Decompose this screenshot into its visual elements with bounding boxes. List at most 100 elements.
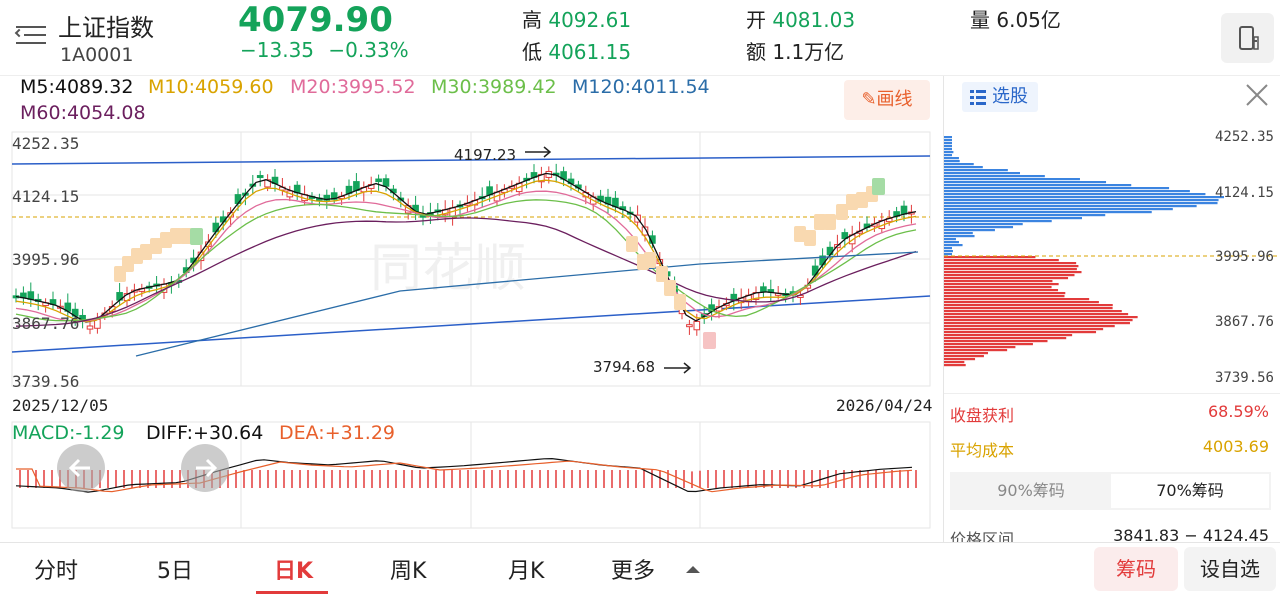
tab-weekly-k[interactable]: 周K: [390, 559, 427, 584]
chip-bar: [944, 364, 966, 367]
seq-badge-18: [824, 214, 836, 230]
chip-bar: [944, 334, 1073, 337]
profit-row: 收盘获利 68.59%: [950, 402, 1275, 426]
price-axis-2: 4124.15: [12, 187, 80, 206]
close-panel-button[interactable]: [1244, 82, 1270, 108]
kline-chart: 同花顺: [11, 131, 931, 529]
chip-axis-1: 4252.35: [1214, 129, 1274, 145]
seq-badge-9: [190, 228, 203, 245]
chip-bar: [944, 343, 1033, 346]
tab-intraday[interactable]: 分时: [34, 559, 79, 584]
scroll-right-button[interactable]: [181, 444, 229, 492]
ma120-label: M120:4011.54: [572, 76, 710, 98]
chip-bar: [944, 259, 1059, 262]
seq-badge-9c: [703, 332, 716, 349]
chip-bar: [944, 349, 1008, 352]
high-label: 高: [522, 8, 542, 32]
chip-bar: [944, 268, 1077, 271]
chip-bar: [944, 262, 1077, 265]
high-stat: 高 4092.61: [522, 4, 631, 33]
chips-button[interactable]: 筹码: [1094, 547, 1178, 591]
caret-up-icon[interactable]: [684, 563, 702, 575]
chip-bar: [944, 256, 1036, 259]
tab-daily-k[interactable]: 日K: [274, 559, 314, 584]
chip70-tab[interactable]: 70%筹码: [1111, 474, 1269, 508]
chip-bar: [944, 313, 1129, 316]
tab-monthly-k[interactable]: 月K: [508, 559, 545, 584]
arrow-right-icon: [196, 458, 218, 478]
chip-bar: [944, 328, 1104, 331]
chip-bar: [944, 244, 963, 247]
seq-badge-16: [804, 230, 816, 246]
chip-bar: [944, 142, 952, 145]
chip-bar: [944, 136, 952, 139]
draw-line-button[interactable]: ✎画线: [844, 80, 930, 120]
chip-bar: [944, 226, 1014, 229]
price-range-value: 3841.83 − 4124.45: [1113, 526, 1269, 542]
change-percent: −0.33%: [328, 38, 409, 62]
chip-bar: [944, 304, 1113, 307]
select-stock-button[interactable]: 选股: [962, 82, 1038, 112]
seq-badge-19: [836, 204, 848, 220]
chip-bar: [944, 139, 952, 142]
candle-body-91: [686, 324, 693, 328]
seq-badge-8: [626, 236, 638, 252]
scroll-left-button[interactable]: [57, 444, 105, 492]
chip-axis-2: 4124.15: [1214, 185, 1274, 201]
chip-bar: [944, 229, 995, 232]
chip-bar: [944, 205, 1197, 208]
kline-chart-area[interactable]: M5:4089.32 M10:4059.60 M20:3995.52 M30:3…: [0, 76, 942, 542]
chip-bar: [944, 148, 952, 151]
seq-badge-3: [140, 244, 152, 260]
macd-label: MACD:-1.29: [12, 422, 125, 444]
chip-bar: [944, 166, 983, 169]
chip-bar: [944, 346, 1016, 349]
chip-bar: [944, 322, 1130, 325]
index-code: 1A0001: [60, 44, 134, 66]
candle-body-92: [693, 320, 701, 331]
seq-badge-9b: [872, 178, 885, 195]
profit-value: 68.59%: [1207, 402, 1269, 421]
active-tab-indicator: [256, 591, 328, 594]
ma60-label: M60:4054.08: [20, 102, 146, 124]
chip-axis-4: 3867.76: [1214, 314, 1274, 330]
dea-label: DEA:+31.29: [279, 422, 396, 444]
select-stock-label: 选股: [992, 86, 1028, 107]
chip-bar: [944, 172, 1021, 175]
tab-5day[interactable]: 5日: [157, 559, 193, 584]
candle-body-10: [86, 325, 94, 330]
menu-icon[interactable]: [14, 22, 46, 48]
chip-bar: [944, 175, 1045, 178]
chip-bar: [944, 169, 1008, 172]
chip-bar: [944, 235, 975, 238]
chip90-tab[interactable]: 90%筹码: [997, 481, 1065, 500]
ma30-label: M30:3989.42: [431, 76, 557, 98]
chip-bar: [944, 238, 956, 241]
arrow-left-icon: [68, 458, 90, 478]
candle-body-33: [256, 175, 264, 179]
phone-button[interactable]: [1221, 13, 1274, 63]
seq-badge-6: [170, 228, 182, 244]
chip-bar: [944, 265, 1079, 268]
seq-badge-12: [664, 280, 676, 296]
tab-more[interactable]: 更多: [611, 559, 656, 584]
chip-bar: [944, 283, 1059, 286]
chip-bar: [944, 154, 952, 157]
chip-bar: [944, 340, 1048, 343]
add-watchlist-button[interactable]: 设自选: [1184, 547, 1276, 591]
chip-axis-5: 3739.56: [1214, 370, 1274, 386]
ma5-line: [15, 172, 917, 323]
chip-bar: [944, 310, 1122, 313]
price-range-label: 价格区间: [950, 530, 1015, 542]
candle-body-110: [826, 246, 834, 256]
high-value: 4092.61: [548, 8, 632, 32]
ma5-label: M5:4089.32: [20, 76, 134, 98]
price-axis-4: 3867.76: [12, 314, 80, 333]
volume-stat: 量 6.05亿: [970, 4, 1061, 33]
chip-bar: [944, 250, 953, 253]
chip-bar: [944, 187, 1170, 190]
chip-bar: [944, 292, 1066, 295]
ma20-label: M20:3995.52: [290, 76, 416, 98]
price-range-row: 价格区间 3841.83 − 4124.45: [950, 526, 1275, 542]
candle-body-101: [760, 286, 767, 292]
